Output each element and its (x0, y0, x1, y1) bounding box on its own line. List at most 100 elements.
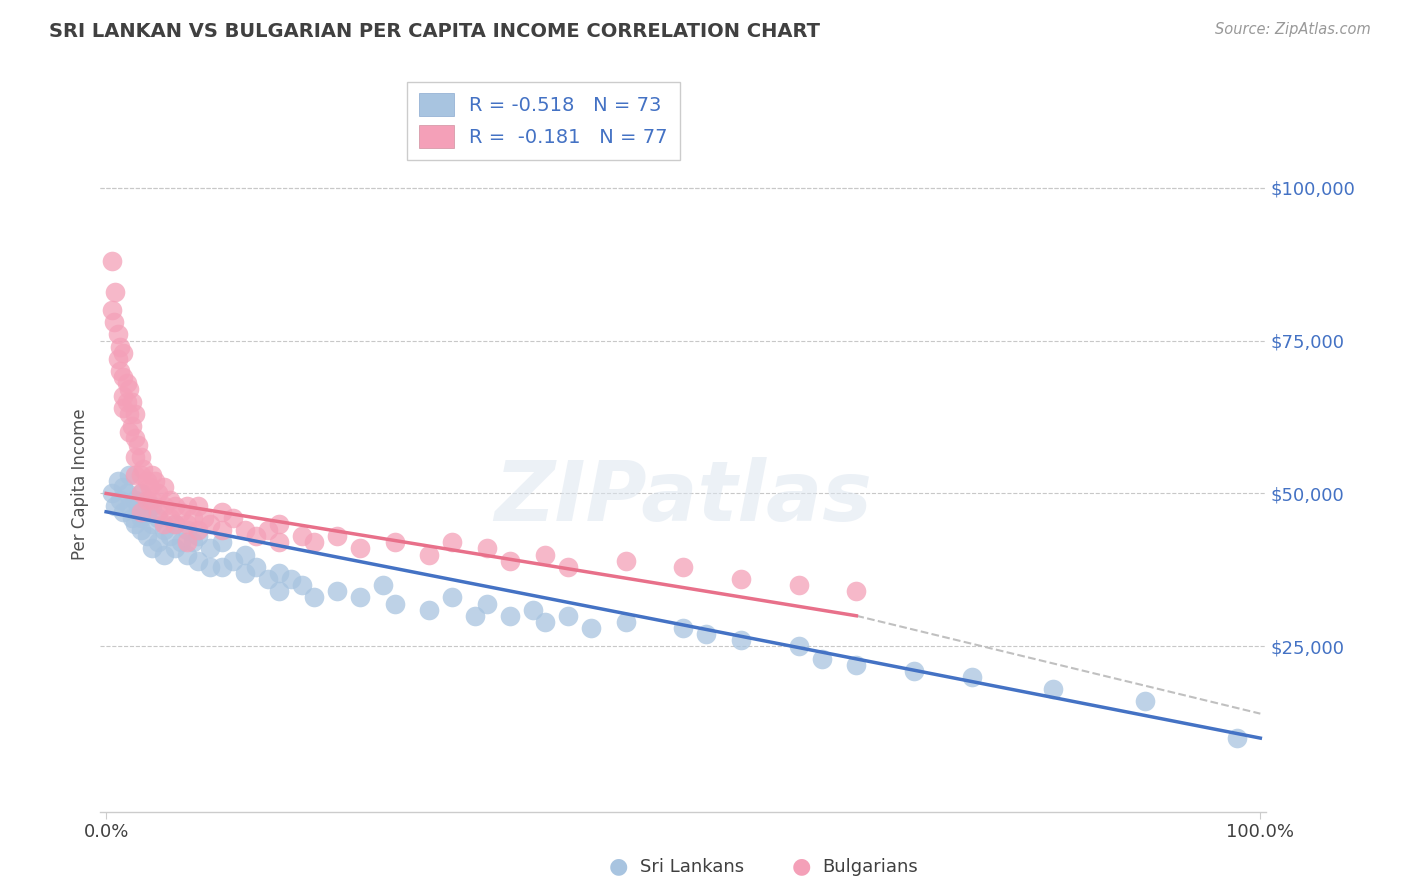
Point (187, 523, 209, 537)
Point (153, 516, 176, 531)
Point (101, 486, 124, 500)
Point (373, 578, 395, 592)
Point (222, 554, 245, 568)
Point (153, 523, 176, 537)
Point (112, 345, 135, 359)
Point (107, 474, 129, 488)
Point (129, 511, 152, 525)
Point (135, 474, 157, 488)
Point (269, 535, 291, 549)
Point (291, 578, 314, 592)
Point (176, 499, 198, 513)
Point (787, 578, 810, 592)
Point (269, 584, 291, 599)
Point (810, 651, 832, 665)
Point (108, 364, 131, 378)
Point (522, 602, 544, 616)
Point (141, 492, 163, 507)
Point (165, 516, 187, 531)
Text: Bulgarians: Bulgarians (823, 858, 918, 876)
Text: SRI LANKAN VS BULGARIAN PER CAPITA INCOME CORRELATION CHART: SRI LANKAN VS BULGARIAN PER CAPITA INCOM… (49, 22, 820, 41)
Point (579, 621, 602, 635)
Point (129, 523, 152, 537)
Point (135, 492, 157, 507)
Point (499, 554, 522, 568)
Point (121, 511, 143, 525)
Point (1042, 682, 1064, 697)
Point (441, 591, 464, 605)
Point (256, 572, 278, 586)
Point (198, 559, 221, 574)
Point (269, 516, 291, 531)
Point (384, 597, 406, 611)
Point (135, 529, 157, 543)
Point (245, 559, 267, 574)
Point (103, 315, 125, 329)
Point (233, 566, 256, 580)
Point (165, 499, 187, 513)
Point (176, 548, 198, 562)
Point (256, 523, 278, 537)
Point (112, 401, 135, 415)
Point (129, 486, 152, 500)
Point (139, 480, 162, 494)
Point (211, 559, 233, 574)
Point (418, 602, 440, 616)
Point (112, 480, 135, 494)
Point (291, 529, 314, 543)
Text: ●: ● (792, 856, 811, 876)
Point (141, 468, 163, 483)
Point (118, 425, 141, 440)
Point (108, 492, 131, 507)
Point (269, 566, 291, 580)
Point (124, 450, 146, 464)
Point (557, 608, 579, 623)
Point (121, 394, 143, 409)
Point (107, 327, 129, 342)
Point (104, 499, 127, 513)
Point (129, 450, 152, 464)
Point (787, 640, 810, 654)
Point (170, 535, 193, 549)
Point (115, 394, 138, 409)
Point (326, 529, 349, 543)
Point (143, 474, 166, 488)
Point (845, 584, 868, 599)
Point (112, 505, 135, 519)
Point (198, 516, 221, 531)
Point (418, 548, 440, 562)
Point (115, 486, 138, 500)
Point (187, 529, 209, 543)
Text: Sri Lankans: Sri Lankans (640, 858, 744, 876)
Point (903, 664, 925, 678)
Point (141, 516, 163, 531)
Point (349, 541, 371, 556)
Point (475, 597, 498, 611)
Point (176, 516, 198, 531)
Point (614, 554, 637, 568)
Point (127, 499, 149, 513)
Point (1226, 731, 1249, 745)
Point (124, 407, 146, 421)
Point (181, 535, 204, 549)
Point (159, 511, 181, 525)
Point (115, 376, 138, 391)
Point (187, 554, 209, 568)
Point (118, 407, 141, 421)
Point (129, 505, 152, 519)
Point (730, 572, 752, 586)
Point (108, 340, 131, 354)
Point (614, 615, 637, 629)
Point (302, 591, 325, 605)
Point (165, 541, 187, 556)
Point (124, 468, 146, 483)
Point (499, 608, 522, 623)
Point (233, 548, 256, 562)
Point (176, 535, 198, 549)
Point (129, 486, 152, 500)
Point (533, 548, 555, 562)
Point (112, 370, 135, 384)
Text: ZIPatlas: ZIPatlas (495, 457, 872, 538)
Point (695, 627, 717, 641)
Point (146, 511, 169, 525)
